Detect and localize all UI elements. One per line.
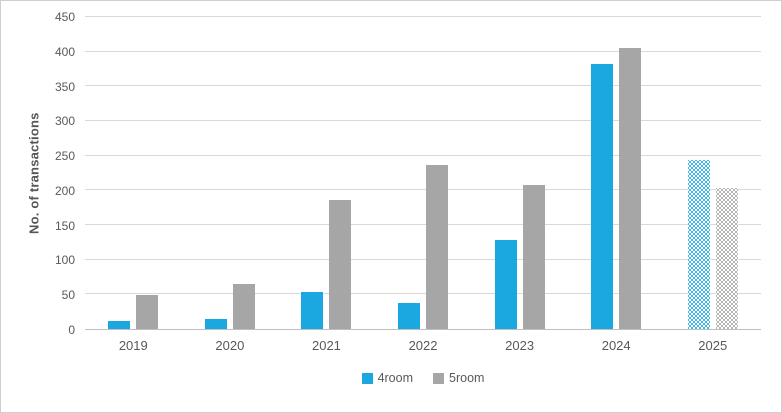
legend-label-4room: 4room [377,371,413,385]
x-tick-label-2019: 2019 [118,338,148,353]
bar-5room-2019 [136,295,159,329]
bar-4room-2022 [398,302,421,329]
bar-group-2023 [471,17,568,329]
gridline-300 [85,120,761,121]
bar-group-2020 [182,17,279,329]
legend-item-4room: 4room [361,371,413,385]
bar-5room-2022 [426,165,449,329]
gridline-450 [85,16,761,17]
legend-swatch-5room [433,372,444,384]
x-tick-label-2023: 2023 [505,338,535,353]
gridline-250 [85,154,761,156]
y-tick-label-50: 50 [61,288,75,303]
plot-area [85,16,761,330]
gridline-200 [85,189,761,191]
bar-group-2025 [664,17,761,329]
x-tick-label-2020: 2020 [215,338,245,353]
y-tick-label-200: 200 [54,183,75,198]
gridline-150 [85,224,761,225]
bar-4room-2024 [591,64,614,329]
bar-group-2021 [278,17,375,329]
bar-4room-2021 [301,292,324,329]
y-tick-label-400: 400 [54,44,75,59]
y-tick-label-0: 0 [68,323,75,337]
gridline-400 [85,50,761,52]
bar-4room-2025 [687,159,710,329]
y-tick-label-150: 150 [54,218,75,233]
legend-item-5room: 5room [433,371,484,385]
y-axis-ticks: 0 50 100 150 200 250 300 350 400 450 [1,11,75,336]
y-tick-label-350: 350 [54,79,75,94]
y-tick-label-450: 450 [54,10,75,24]
legend-swatch-4room [361,372,373,384]
bar-5room-2025 [715,188,738,329]
legend: 4room 5room [85,371,761,385]
x-tick-label-2024: 2024 [601,338,631,353]
y-tick-label-250: 250 [54,149,75,164]
bar-5room-2021 [329,200,352,329]
x-tick-label-2025: 2025 [698,338,728,353]
bar-group-2022 [375,17,472,329]
x-tick-label-2022: 2022 [408,338,438,353]
bar-4room-2023 [494,240,517,329]
bar-4room-2020 [204,319,227,329]
bar-5room-2024 [619,48,642,329]
x-axis-ticks: 2019 2020 2021 2022 2023 2024 2025 [85,338,761,353]
gridline-100 [85,258,761,260]
gridline-350 [85,85,761,87]
bar-4room-2019 [108,321,131,329]
gridline-50 [85,293,761,295]
bar-group-2024 [568,17,665,329]
x-tick-label-2021: 2021 [311,338,341,353]
bar-5room-2020 [232,283,255,329]
bar-5room-2023 [522,184,545,329]
y-tick-label-300: 300 [54,114,75,129]
y-tick-label-100: 100 [54,253,75,268]
legend-label-5room: 5room [449,371,485,385]
bar-group-2019 [85,17,182,329]
